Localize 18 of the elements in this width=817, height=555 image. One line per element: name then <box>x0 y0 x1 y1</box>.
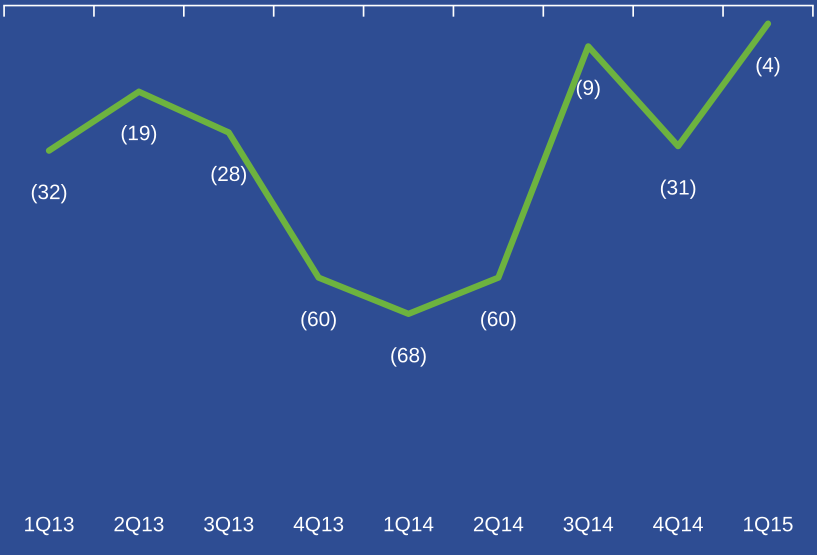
x-tick-label: 2Q14 <box>474 516 524 536</box>
data-label: (68) <box>391 347 426 367</box>
x-tick-label: 4Q14 <box>653 516 703 536</box>
data-label: (19) <box>122 125 156 144</box>
data-label: (32) <box>32 184 66 204</box>
data-label: (9) <box>576 80 600 100</box>
x-tick-label: 2Q13 <box>114 516 164 536</box>
x-tick-label: 1Q14 <box>384 516 434 536</box>
x-tick-label: 3Q14 <box>564 516 614 536</box>
x-tick-label: 4Q13 <box>294 516 344 536</box>
data-label: (60) <box>481 310 516 330</box>
data-label: (60) <box>301 310 336 330</box>
x-tick-label: 1Q13 <box>25 516 74 536</box>
data-label: (31) <box>660 179 696 199</box>
data-label: (28) <box>212 166 246 186</box>
data-label: (4) <box>756 57 780 76</box>
x-tick-label: 1Q15 <box>744 516 793 536</box>
x-tick-label: 3Q13 <box>204 516 254 536</box>
